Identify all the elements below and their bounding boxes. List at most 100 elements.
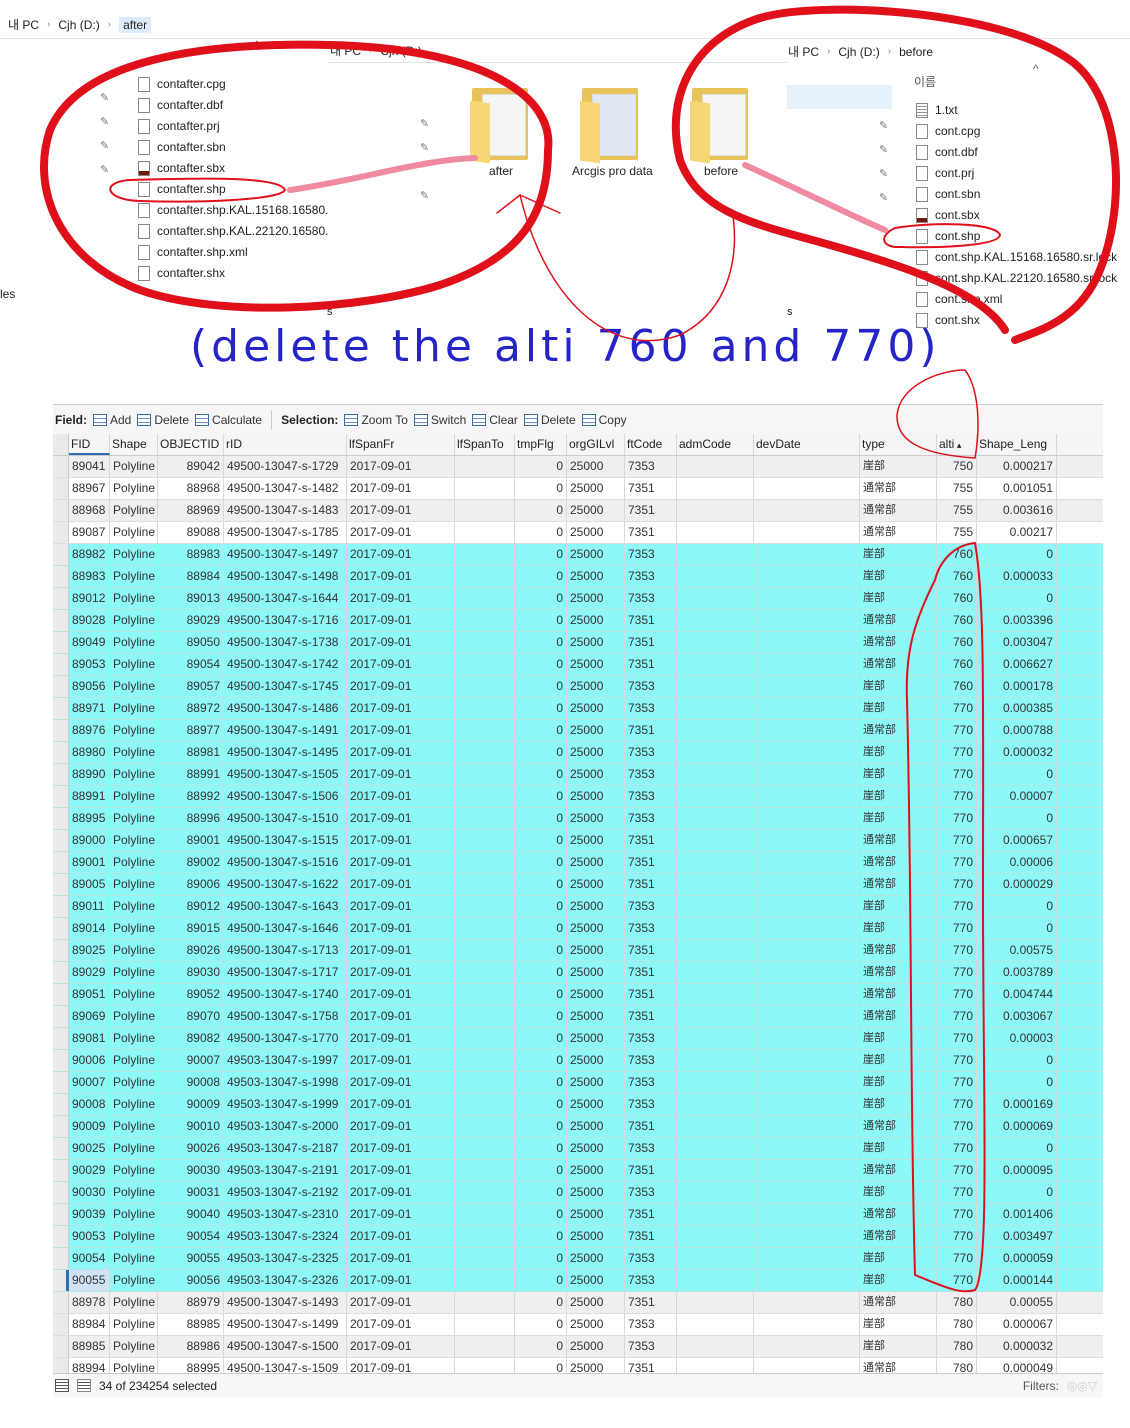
cell-orggilvl[interactable]: 25000 xyxy=(567,1116,625,1137)
table-row[interactable]: 90007 Polyline 90008 49503-13047-s-1998 2017… xyxy=(53,1072,1103,1094)
cell-fid[interactable]: 89001 xyxy=(69,852,110,873)
cell-shape[interactable]: Polyline xyxy=(110,588,158,609)
add-field-button[interactable]: Add xyxy=(93,413,131,427)
cell-lfspanto[interactable] xyxy=(455,1226,515,1247)
row-selector[interactable] xyxy=(53,940,69,961)
table-row[interactable]: 90006 Polyline 90007 49503-13047-s-1997 2017… xyxy=(53,1050,1103,1072)
cell-orggilvl[interactable]: 25000 xyxy=(567,522,625,543)
table-row[interactable]: 90039 Polyline 90040 49503-13047-s-2310 2017… xyxy=(53,1204,1103,1226)
file-item[interactable]: contafter.shx xyxy=(138,263,328,284)
cell-objectid[interactable]: 89026 xyxy=(158,940,224,961)
cell-shape_leng[interactable]: 0.000029 xyxy=(977,874,1057,895)
row-selector[interactable] xyxy=(53,698,69,719)
cell-tmpflg[interactable]: 0 xyxy=(515,984,567,1005)
column-header-rid[interactable]: rID xyxy=(224,434,347,455)
cell-rid[interactable]: 49500-13047-s-1742 xyxy=(224,654,347,675)
cell-lfspanfr[interactable]: 2017-09-01 xyxy=(347,830,455,851)
folder-before[interactable]: before xyxy=(690,84,752,178)
cell-rid[interactable]: 49500-13047-s-1622 xyxy=(224,874,347,895)
cell-fid[interactable]: 89069 xyxy=(69,1006,110,1027)
cell-ftcode[interactable]: 7353 xyxy=(625,1138,677,1159)
cell-devdate[interactable] xyxy=(754,588,860,609)
cell-objectid[interactable]: 88991 xyxy=(158,764,224,785)
cell-objectid[interactable]: 88995 xyxy=(158,1358,224,1379)
file-item[interactable]: cont.shp.KAL.15168.16580.sr.lock xyxy=(916,247,1117,268)
cell-devdate[interactable] xyxy=(754,1314,860,1335)
table-row[interactable]: 89029 Polyline 89030 49500-13047-s-1717 2017… xyxy=(53,962,1103,984)
cell-fid[interactable]: 88968 xyxy=(69,500,110,521)
cell-orggilvl[interactable]: 25000 xyxy=(567,588,625,609)
cell-ftcode[interactable]: 7353 xyxy=(625,1182,677,1203)
cell-fid[interactable]: 90055 xyxy=(69,1270,110,1291)
column-header-lfspanfr[interactable]: lfSpanFr xyxy=(347,434,455,455)
cell-alti[interactable]: 770 xyxy=(937,786,977,807)
cell-lfspanto[interactable] xyxy=(455,1182,515,1203)
cell-type[interactable]: 崖部 xyxy=(860,588,937,609)
cell-objectid[interactable]: 88986 xyxy=(158,1336,224,1357)
table-row[interactable]: 88983 Polyline 88984 49500-13047-s-1498 2017… xyxy=(53,566,1103,588)
cell-rid[interactable]: 49500-13047-s-1643 xyxy=(224,896,347,917)
cell-rid[interactable]: 49500-13047-s-1499 xyxy=(224,1314,347,1335)
cell-rid[interactable]: 49503-13047-s-1998 xyxy=(224,1072,347,1093)
cell-shape[interactable]: Polyline xyxy=(110,1028,158,1049)
cell-lfspanfr[interactable]: 2017-09-01 xyxy=(347,500,455,521)
cell-ftcode[interactable]: 7351 xyxy=(625,1116,677,1137)
cell-shape_leng[interactable]: 0 xyxy=(977,918,1057,939)
cell-objectid[interactable]: 88985 xyxy=(158,1314,224,1335)
cell-rid[interactable]: 49500-13047-s-1486 xyxy=(224,698,347,719)
row-selector[interactable] xyxy=(53,1182,69,1203)
row-selector[interactable] xyxy=(53,852,69,873)
cell-orggilvl[interactable]: 25000 xyxy=(567,896,625,917)
cell-orggilvl[interactable]: 25000 xyxy=(567,1248,625,1269)
row-selector[interactable] xyxy=(53,478,69,499)
cell-ftcode[interactable]: 7351 xyxy=(625,962,677,983)
cell-lfspanfr[interactable]: 2017-09-01 xyxy=(347,1248,455,1269)
cell-lfspanfr[interactable]: 2017-09-01 xyxy=(347,852,455,873)
cell-orggilvl[interactable]: 25000 xyxy=(567,962,625,983)
cell-tmpflg[interactable]: 0 xyxy=(515,764,567,785)
cell-lfspanto[interactable] xyxy=(455,1204,515,1225)
cell-type[interactable]: 通常部 xyxy=(860,1204,937,1225)
cell-orggilvl[interactable]: 25000 xyxy=(567,1226,625,1247)
cell-objectid[interactable]: 89030 xyxy=(158,962,224,983)
cell-alti[interactable]: 760 xyxy=(937,632,977,653)
cell-type[interactable]: 通常部 xyxy=(860,1006,937,1027)
cell-ftcode[interactable]: 7351 xyxy=(625,1358,677,1379)
cell-shape[interactable]: Polyline xyxy=(110,720,158,741)
file-item[interactable]: contafter.cpg xyxy=(138,74,328,95)
cell-orggilvl[interactable]: 25000 xyxy=(567,1358,625,1379)
cell-shape[interactable]: Polyline xyxy=(110,1050,158,1071)
cell-orggilvl[interactable]: 25000 xyxy=(567,1028,625,1049)
cell-lfspanto[interactable] xyxy=(455,632,515,653)
cell-tmpflg[interactable]: 0 xyxy=(515,786,567,807)
cell-alti[interactable]: 770 xyxy=(937,1072,977,1093)
cell-devdate[interactable] xyxy=(754,522,860,543)
cell-objectid[interactable]: 89088 xyxy=(158,522,224,543)
cell-fid[interactable]: 88982 xyxy=(69,544,110,565)
table-row[interactable]: 89053 Polyline 89054 49500-13047-s-1742 2017… xyxy=(53,654,1103,676)
cell-alti[interactable]: 760 xyxy=(937,588,977,609)
cell-alti[interactable]: 770 xyxy=(937,874,977,895)
cell-rid[interactable]: 49500-13047-s-1740 xyxy=(224,984,347,1005)
cell-devdate[interactable] xyxy=(754,1336,860,1357)
column-header-objectid[interactable]: OBJECTID xyxy=(158,434,224,455)
cell-type[interactable]: 崖部 xyxy=(860,676,937,697)
cell-shape_leng[interactable]: 0 xyxy=(977,764,1057,785)
cell-type[interactable]: 通常部 xyxy=(860,830,937,851)
row-selector[interactable] xyxy=(53,830,69,851)
cell-ftcode[interactable]: 7351 xyxy=(625,940,677,961)
cell-rid[interactable]: 49503-13047-s-2324 xyxy=(224,1226,347,1247)
cell-devdate[interactable] xyxy=(754,1028,860,1049)
copy-selection-button[interactable]: Copy xyxy=(581,413,627,427)
cell-fid[interactable]: 88980 xyxy=(69,742,110,763)
row-selector[interactable] xyxy=(53,984,69,1005)
cell-fid[interactable]: 90029 xyxy=(69,1160,110,1181)
row-selector[interactable] xyxy=(53,610,69,631)
cell-fid[interactable]: 88978 xyxy=(69,1292,110,1313)
cell-shape_leng[interactable]: 0 xyxy=(977,588,1057,609)
cell-type[interactable]: 通常部 xyxy=(860,1226,937,1247)
cell-shape[interactable]: Polyline xyxy=(110,742,158,763)
cell-devdate[interactable] xyxy=(754,1226,860,1247)
cell-fid[interactable]: 90030 xyxy=(69,1182,110,1203)
table-row[interactable]: 89056 Polyline 89057 49500-13047-s-1745 2017… xyxy=(53,676,1103,698)
